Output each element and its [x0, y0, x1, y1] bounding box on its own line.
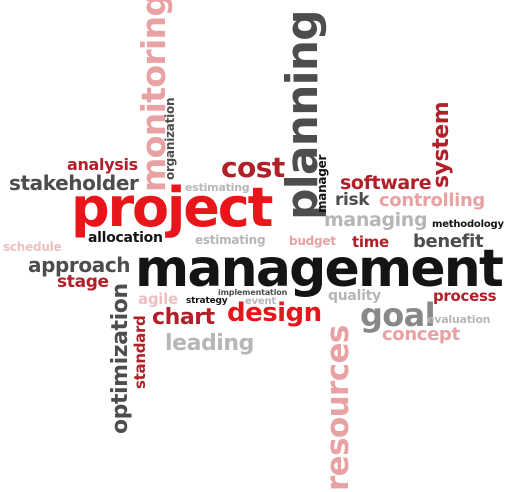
word-concept: concept — [382, 324, 460, 345]
word-design: design — [227, 298, 322, 328]
word-system: system — [429, 101, 454, 188]
word-cost: cost — [221, 151, 285, 184]
word-budget: budget — [289, 234, 336, 248]
word-stage: stage — [57, 272, 109, 292]
word-leading: leading — [165, 331, 254, 356]
word-estimating-mid: estimating — [195, 233, 266, 247]
word-schedule: schedule — [3, 240, 62, 254]
word-stakeholder: stakeholder — [9, 171, 139, 195]
word-optimization: optimization — [108, 283, 133, 434]
word-risk: risk — [335, 190, 370, 210]
word-strategy: strategy — [186, 296, 228, 306]
word-time: time — [352, 233, 389, 251]
word-event: event — [245, 296, 276, 307]
word-resources: resources — [320, 325, 356, 491]
word-manager: manager — [315, 154, 329, 213]
word-standard: standard — [131, 315, 149, 390]
word-management: management — [135, 239, 504, 299]
word-allocation: allocation — [88, 230, 163, 246]
word-controlling: controlling — [379, 190, 485, 211]
word-process: process — [433, 287, 497, 305]
word-organization: organization — [163, 97, 177, 180]
word-project: project — [71, 176, 273, 239]
word-software: software — [340, 172, 432, 194]
word-chart: chart — [152, 305, 215, 330]
word-benefit: benefit — [413, 231, 484, 252]
word-quality: quality — [328, 288, 381, 304]
word-analysis: analysis — [67, 155, 138, 174]
word-approach: approach — [28, 253, 131, 277]
word-estimating-top: estimating — [185, 181, 250, 194]
word-managing: managing — [324, 209, 428, 231]
word-implementation: implementation — [218, 288, 288, 297]
word-agile: agile — [138, 290, 178, 308]
word-methodology: methodology — [432, 219, 504, 230]
word-goal: goal — [360, 296, 436, 334]
word-evaluation: evaluation — [427, 313, 491, 326]
